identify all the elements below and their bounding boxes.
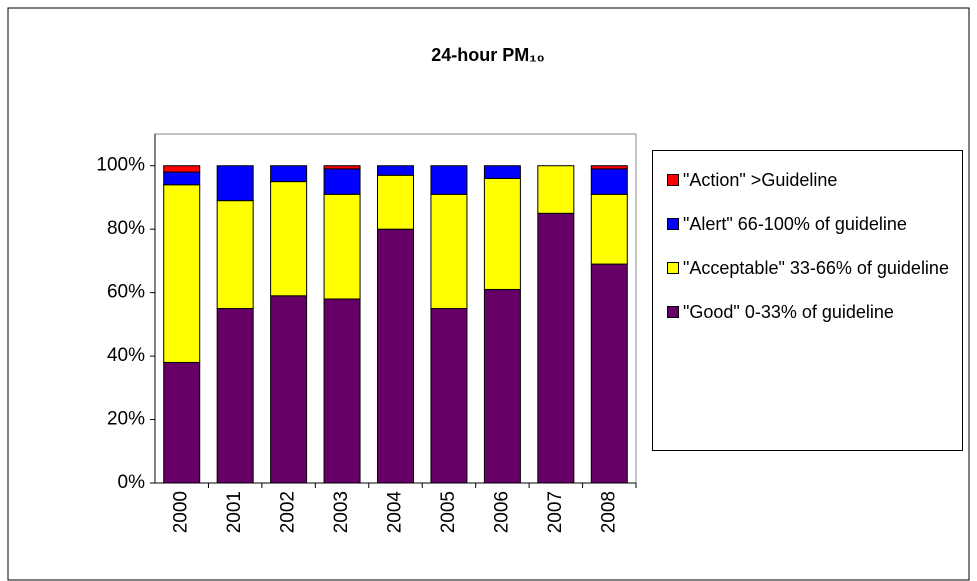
legend: "Action" >Guideline "Alert" 66-100% of gu…	[652, 150, 963, 451]
bar-segment	[590, 165, 628, 170]
bar-segment	[163, 171, 201, 186]
legend-item: "Good" 0-33% of guideline	[667, 301, 954, 323]
bar-segment	[430, 165, 468, 195]
bar-segment	[270, 181, 308, 297]
x-tick-label: 2001	[224, 491, 245, 533]
y-tick-label: 40%	[107, 345, 145, 366]
bar-segment	[323, 165, 361, 170]
legend-label: "Acceptable" 33-66% of guideline	[683, 258, 949, 278]
bar-segment	[377, 174, 414, 230]
bar-segment	[270, 295, 308, 484]
y-tick-label: 0%	[118, 472, 146, 493]
bar-segment	[216, 165, 254, 202]
x-tick-label: 2005	[438, 491, 459, 533]
bar-segment	[377, 165, 414, 176]
legend-item: "Action" >Guideline	[667, 169, 954, 191]
bar-segment	[163, 361, 201, 484]
x-tick-label: 2008	[598, 491, 619, 533]
y-tick-label: 20%	[107, 409, 145, 430]
y-tick-label: 60%	[107, 282, 145, 303]
bar-segment	[270, 165, 308, 183]
y-tick-label: 80%	[107, 218, 145, 239]
bar-segment	[483, 288, 521, 484]
legend-item: "Alert" 66-100% of guideline	[667, 213, 954, 235]
bar-segment	[377, 228, 414, 484]
chart-title: 24-hour PM₁₀	[431, 45, 545, 65]
x-tick-label: 2006	[491, 491, 512, 533]
x-tick-label: 2002	[278, 491, 299, 533]
bar-segment	[590, 193, 628, 265]
bar-segment	[537, 212, 575, 484]
bar-segment	[216, 308, 254, 484]
bar-segment	[163, 184, 201, 363]
bar-segment	[430, 193, 468, 309]
legend-swatch	[667, 262, 679, 274]
bar-segment	[216, 200, 254, 309]
x-tick-label: 2000	[171, 491, 192, 533]
x-tick-label: 2003	[331, 491, 352, 533]
legend-label: "Good" 0-33% of guideline	[683, 302, 894, 322]
bar-segment	[323, 193, 361, 300]
bar-segment	[590, 168, 628, 195]
legend-swatch	[667, 218, 679, 230]
legend-swatch	[667, 306, 679, 318]
legend-label: "Alert" 66-100% of guideline	[683, 214, 907, 234]
legend-swatch	[667, 174, 679, 186]
y-tick-label: 100%	[96, 155, 145, 176]
x-tick-label: 2007	[545, 491, 566, 533]
legend-label: "Action" >Guideline	[683, 170, 838, 190]
bar-segment	[483, 165, 521, 179]
bar-segment	[430, 308, 468, 484]
bar-segment	[483, 177, 521, 290]
bar-segment	[323, 168, 361, 195]
bar-segment	[537, 165, 575, 214]
bar-segment	[590, 263, 628, 484]
bar-segment	[323, 298, 361, 484]
bar-segment	[163, 165, 201, 173]
x-tick-label: 2004	[385, 491, 406, 534]
legend-item: "Acceptable" 33-66% of guideline	[667, 257, 954, 279]
